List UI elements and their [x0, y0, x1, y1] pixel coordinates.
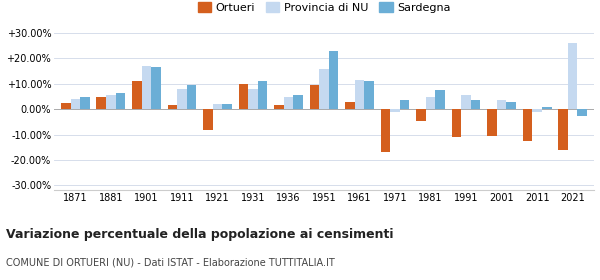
Bar — [310, 85, 319, 109]
Bar — [293, 95, 303, 109]
Bar — [274, 105, 284, 109]
Bar — [532, 109, 542, 112]
Bar — [177, 89, 187, 109]
Bar — [390, 109, 400, 112]
Bar — [461, 95, 471, 109]
Bar — [61, 103, 71, 109]
Bar — [132, 81, 142, 109]
Bar — [452, 109, 461, 137]
Bar — [558, 109, 568, 150]
Bar — [436, 90, 445, 109]
Bar — [577, 109, 587, 116]
Bar — [568, 43, 577, 109]
Bar — [71, 99, 80, 109]
Bar — [248, 89, 258, 109]
Bar — [142, 66, 151, 109]
Bar — [523, 109, 532, 141]
Text: COMUNE DI ORTUERI (NU) - Dati ISTAT - Elaborazione TUTTITALIA.IT: COMUNE DI ORTUERI (NU) - Dati ISTAT - El… — [6, 258, 335, 268]
Bar — [167, 105, 177, 109]
Bar — [355, 80, 364, 109]
Bar — [364, 81, 374, 109]
Bar — [203, 109, 212, 129]
Bar — [151, 67, 161, 109]
Bar — [97, 97, 106, 109]
Bar — [497, 100, 506, 109]
Bar — [116, 93, 125, 109]
Bar — [542, 107, 551, 109]
Bar — [222, 104, 232, 109]
Bar — [471, 100, 481, 109]
Bar — [487, 109, 497, 136]
Legend: Ortueri, Provincia di NU, Sardegna: Ortueri, Provincia di NU, Sardegna — [193, 0, 455, 17]
Bar — [187, 85, 196, 109]
Bar — [212, 104, 222, 109]
Bar — [380, 109, 390, 152]
Bar — [284, 97, 293, 109]
Bar — [426, 97, 436, 109]
Text: Variazione percentuale della popolazione ai censimenti: Variazione percentuale della popolazione… — [6, 228, 394, 241]
Bar — [239, 84, 248, 109]
Bar — [345, 102, 355, 109]
Bar — [258, 81, 268, 109]
Bar — [506, 102, 516, 109]
Bar — [329, 51, 338, 109]
Bar — [416, 109, 426, 121]
Bar — [80, 97, 90, 109]
Bar — [319, 69, 329, 109]
Bar — [106, 95, 116, 109]
Bar — [400, 100, 409, 109]
